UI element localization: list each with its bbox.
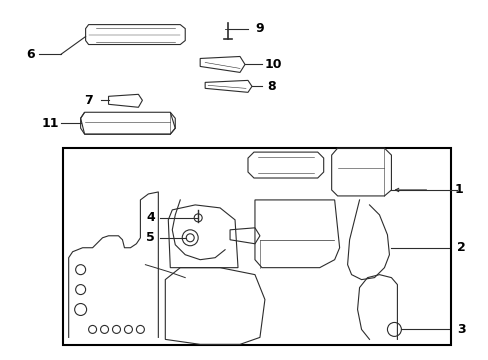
Text: 5: 5 — [146, 231, 154, 244]
Text: 10: 10 — [264, 58, 281, 71]
Text: 4: 4 — [146, 211, 154, 224]
Text: 7: 7 — [84, 94, 93, 107]
Text: 1: 1 — [454, 184, 463, 197]
Bar — [62, 148, 450, 345]
Text: 3: 3 — [456, 323, 465, 336]
Text: 9: 9 — [255, 22, 264, 35]
Text: 11: 11 — [42, 117, 60, 130]
Text: 2: 2 — [456, 241, 465, 254]
Text: 8: 8 — [267, 80, 276, 93]
Text: 6: 6 — [26, 48, 35, 61]
